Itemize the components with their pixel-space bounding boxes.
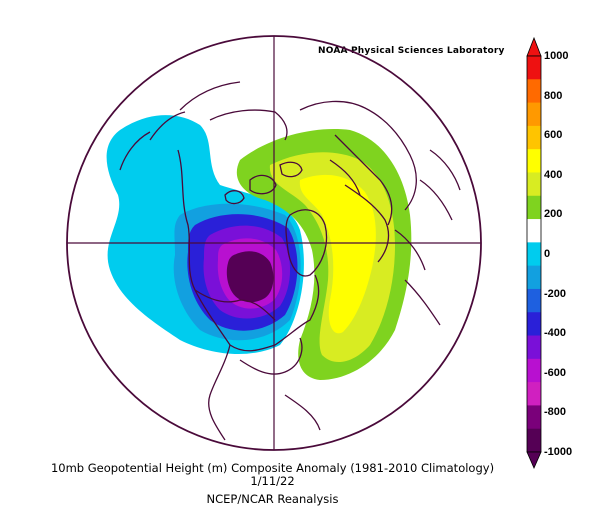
polar-map — [66, 35, 542, 469]
colorbar-tick-label: -200 — [544, 287, 567, 300]
colorbar-segment — [527, 56, 541, 80]
colorbar-top-arrow — [526, 36, 542, 57]
colorbar-tick-label: 0 — [544, 248, 551, 260]
colorbar-segment — [527, 335, 541, 360]
colorbar-tick-label: -800 — [544, 406, 567, 419]
colorbar-segment — [527, 288, 541, 313]
colorbar-segment — [527, 265, 541, 290]
caption-title: 10mb Geopotential Height (m) Composite A… — [50, 461, 495, 475]
coastlines — [119, 81, 461, 441]
colorbar-segment — [527, 382, 541, 406]
colorbar-segment — [527, 358, 541, 383]
map-boundary — [66, 35, 482, 451]
colorbar — [526, 36, 542, 469]
colorbar-segment — [527, 149, 541, 173]
credit-label: NOAA Physical Sciences Laboratory — [318, 46, 505, 56]
colorbar-segment — [527, 79, 541, 104]
colorbar-segment — [527, 102, 541, 127]
pos-anomaly-500 — [299, 174, 376, 334]
colorbar-tick-label: -600 — [544, 366, 567, 379]
caption-date: 1/11/22 — [250, 474, 295, 488]
colorbar-segment — [527, 242, 541, 267]
colorbar-segment — [527, 125, 541, 150]
colorbar-tick-label: 600 — [544, 129, 563, 142]
colorbar-segment — [527, 428, 541, 453]
colorbar-segment — [527, 172, 541, 197]
colorbar-bottom-arrow — [526, 451, 542, 469]
colorbar-tick-label: 200 — [544, 208, 563, 221]
neg-anomaly-1000 — [226, 251, 274, 303]
colorbar-tick-label: -400 — [544, 327, 567, 340]
colorbar-segment — [527, 312, 541, 337]
colorbar-tick-label: 1000 — [544, 50, 569, 62]
colorbar-segment — [527, 219, 541, 243]
colorbar-segment — [527, 195, 541, 220]
colorbar-tick-label: 400 — [544, 168, 563, 181]
colorbar-tick-label: -1000 — [544, 446, 573, 458]
graticule — [67, 36, 481, 450]
colorbar-tick-label: 800 — [544, 89, 563, 102]
colorbar-segment — [527, 405, 541, 430]
anomaly-fields — [106, 115, 412, 380]
caption-source: NCEP/NCAR Reanalysis — [206, 492, 339, 506]
